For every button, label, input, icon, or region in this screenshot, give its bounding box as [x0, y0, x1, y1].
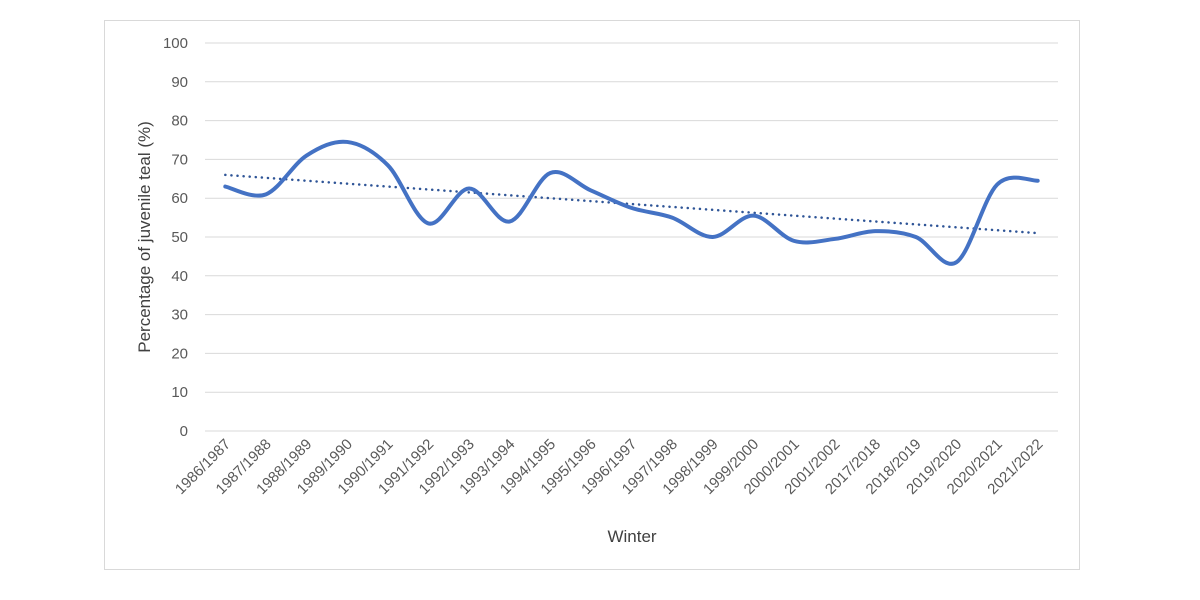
y-tick-label: 70 [171, 151, 188, 168]
y-tick-label: 40 [171, 268, 188, 285]
y-tick-label: 90 [171, 74, 188, 91]
y-tick-label: 100 [163, 35, 188, 52]
y-tick-label: 0 [180, 423, 188, 440]
y-tick-label: 60 [171, 190, 188, 207]
y-tick-label: 20 [171, 345, 188, 362]
data-series-line [223, 139, 1040, 266]
x-axis-title: Winter [607, 527, 656, 546]
y-tick-label: 30 [171, 307, 188, 324]
y-tick-label: 50 [171, 229, 188, 246]
trendline [224, 173, 1039, 235]
gridlines [205, 42, 1058, 432]
x-axis-ticks: 1986/19871987/19881988/19891989/19901990… [172, 436, 1047, 498]
y-axis-title: Percentage of juvenile teal (%) [135, 121, 154, 353]
chart-frame [104, 20, 1080, 570]
y-axis-ticks: 0 10 20 30 40 50 60 70 80 90 100 [163, 35, 188, 440]
y-tick-label: 80 [171, 113, 188, 130]
y-tick-label: 10 [171, 384, 188, 401]
